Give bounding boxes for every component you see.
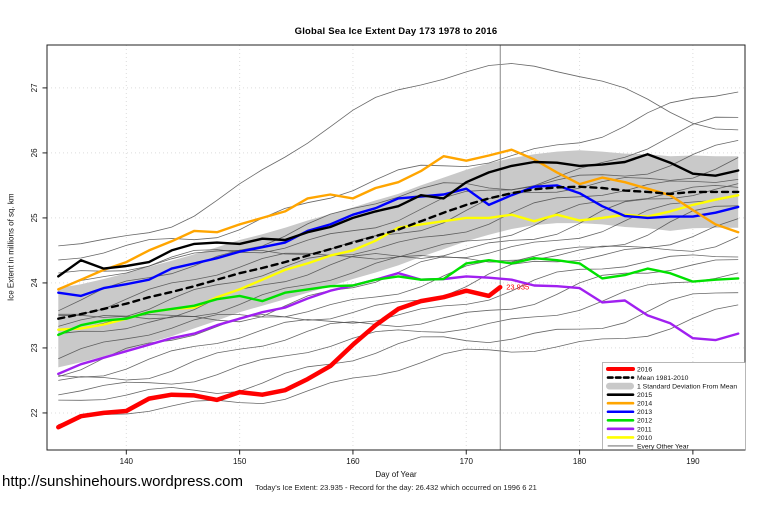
chart-title: Global Sea Ice Extent Day 173 1978 to 20… xyxy=(294,26,498,37)
background-year-line xyxy=(58,272,739,396)
x-tick-label: 150 xyxy=(233,457,247,466)
plot-frame xyxy=(46,44,746,451)
series-mean-1981-2010 xyxy=(57,185,740,320)
std-deviation-band xyxy=(58,150,739,368)
background-year-line xyxy=(58,184,739,318)
legend-label: 2010 xyxy=(637,435,652,442)
background-year-line xyxy=(58,236,739,377)
legend-label: 2016 xyxy=(637,366,652,373)
background-year-line xyxy=(58,218,739,360)
series-2014 xyxy=(57,148,740,291)
background-year-line xyxy=(58,91,739,261)
y-tick-label: 27 xyxy=(30,83,39,92)
current-value-label: 23.935 xyxy=(506,283,529,292)
background-year-line xyxy=(58,140,739,289)
legend-label: Mean 1981-2010 xyxy=(637,375,689,382)
series-2011 xyxy=(57,272,740,376)
legend-band-swatch xyxy=(606,382,634,390)
background-year-line xyxy=(58,63,739,247)
y-tick-label: 23 xyxy=(30,343,39,352)
y-tick-label: 24 xyxy=(30,278,39,287)
background-year-line xyxy=(58,183,739,327)
background-year-line xyxy=(58,304,739,426)
x-tick-label: 160 xyxy=(346,457,360,466)
y-tick-label: 26 xyxy=(30,148,39,157)
legend-label: 1 Standard Deviation From Mean xyxy=(637,384,737,391)
series-2015 xyxy=(57,152,740,278)
background-year-line xyxy=(58,254,739,378)
legend-label: 2015 xyxy=(637,392,652,399)
legend-label: 2013 xyxy=(637,409,652,416)
legend-label: Every Other Year xyxy=(637,443,689,450)
y-tick-label: 22 xyxy=(30,408,39,417)
legend-label: 2014 xyxy=(637,401,652,408)
legend-item: 2011 xyxy=(606,426,652,433)
x-tick-label: 170 xyxy=(460,457,474,466)
legend-item: 1 Standard Deviation From Mean xyxy=(606,382,737,391)
legend-item: 2015 xyxy=(606,392,652,399)
x-axis-label: Day of Year xyxy=(375,470,417,479)
legend-item: 2014 xyxy=(606,401,652,408)
legend-item: Mean 1981-2010 xyxy=(606,375,689,382)
x-tick-label: 180 xyxy=(573,457,587,466)
legend-label: 2012 xyxy=(637,418,652,425)
legend-item: 2010 xyxy=(606,435,652,442)
legend: 2016 Mean 1981-2010 1 Standard Deviation F… xyxy=(602,362,746,450)
background-year-line xyxy=(58,259,739,381)
y-tick-label: 25 xyxy=(30,213,39,222)
series-2016 xyxy=(56,284,503,430)
legend-item: 2016 xyxy=(606,366,652,373)
footer-note: Today's Ice Extent: 23.935 - Record for … xyxy=(255,483,537,492)
blog-url-link[interactable]: http://sunshinehours.wordpress.com xyxy=(2,473,243,490)
legend-item: 2013 xyxy=(606,409,652,416)
x-tick-label: 190 xyxy=(686,457,700,466)
legend-label: 2011 xyxy=(637,426,652,433)
legend-item: Every Other Year xyxy=(607,443,689,450)
background-year-line xyxy=(58,157,739,312)
legend-item: 2012 xyxy=(606,418,652,425)
background-year-line xyxy=(58,292,739,401)
series-2013 xyxy=(57,184,740,298)
background-year-line xyxy=(58,116,739,274)
series-2012 xyxy=(57,257,740,337)
x-tick-label: 140 xyxy=(120,457,134,466)
